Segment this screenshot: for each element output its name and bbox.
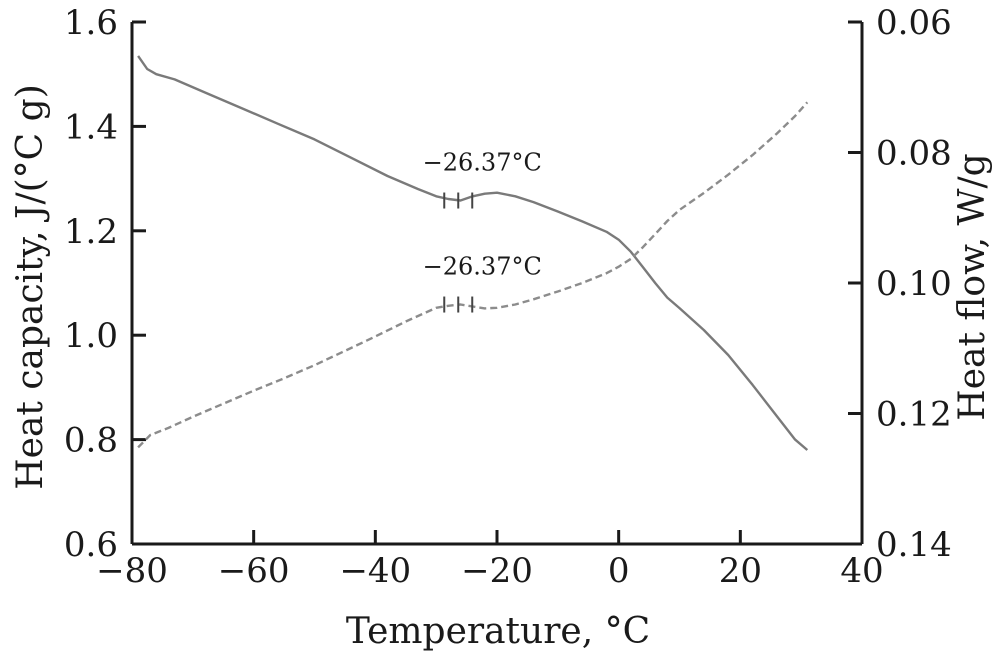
y-axis-label-left: Heat capacity, J/(°C g) bbox=[10, 84, 51, 489]
y-right-tick-label: 0.10 bbox=[876, 264, 952, 304]
y-left-tick-label: 1.0 bbox=[64, 316, 118, 356]
y-axis-label-right: Heat flow, W/g bbox=[952, 153, 993, 420]
x-tick-label: −40 bbox=[339, 551, 411, 591]
y-left-tick-label: 1.6 bbox=[64, 3, 118, 43]
y-left-tick-label: 1.2 bbox=[64, 212, 118, 252]
ticks: −80 −60 −40 −20 0 20 40 0.6 0.8 1.0 1.2 1.4 1.6 0.06 0… bbox=[64, 3, 952, 591]
x-tick-label: −20 bbox=[461, 551, 533, 591]
x-tick-label: 40 bbox=[840, 551, 883, 591]
heat-capacity-solid-line bbox=[137, 55, 809, 451]
x-tick-label: −80 bbox=[96, 551, 168, 591]
heat-flow-dashed-line bbox=[137, 101, 809, 449]
x-tick-label: 20 bbox=[719, 551, 762, 591]
y-left-tick-label: 1.4 bbox=[64, 107, 118, 147]
x-axis-label: Temperature, °C bbox=[346, 611, 650, 652]
y-left-tick-label: 0.6 bbox=[64, 525, 118, 565]
y-right-tick-label: 0.14 bbox=[876, 525, 952, 565]
y-right-tick-label: 0.08 bbox=[876, 134, 952, 174]
y-right-tick-label: 0.12 bbox=[876, 395, 952, 435]
x-tick-label: 0 bbox=[608, 551, 630, 591]
y-right-tick-label: 0.06 bbox=[876, 3, 952, 43]
transition-annotation: −26.37°C bbox=[423, 253, 542, 281]
transition-annotation: −26.37°C bbox=[423, 149, 542, 177]
axes bbox=[130, 22, 864, 546]
series-group bbox=[137, 55, 809, 451]
annotations: −26.37°C −26.37°C bbox=[423, 149, 542, 313]
y-left-tick-label: 0.8 bbox=[64, 421, 118, 461]
x-tick-label: −60 bbox=[218, 551, 290, 591]
